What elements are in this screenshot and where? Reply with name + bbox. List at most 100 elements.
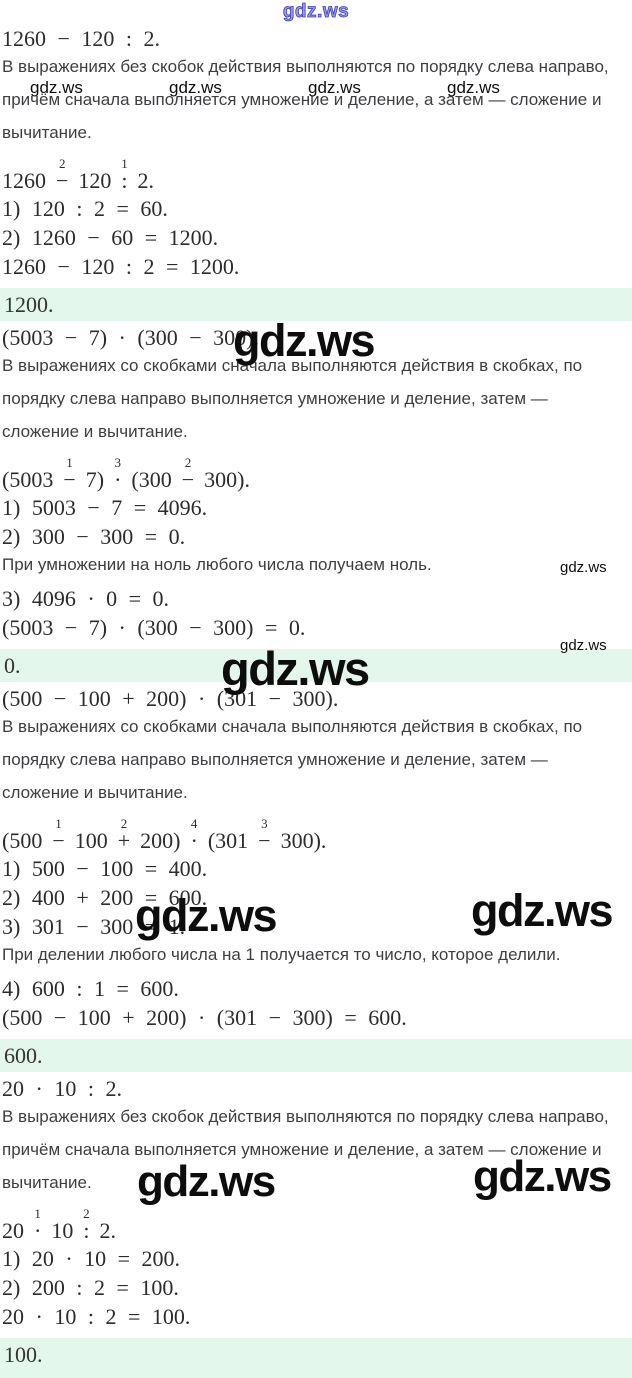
operator: + — [117, 828, 131, 853]
math-text: 3) 301 − 300 = 1. — [2, 914, 186, 939]
watermark: gdz.ws — [560, 559, 607, 576]
operation-order-number: 1 — [55, 816, 62, 831]
operator-with-order: 2− — [56, 157, 69, 193]
answer-row: 100. — [0, 1338, 632, 1378]
operator-with-order: 2− — [181, 456, 195, 492]
math-line: (5003 − 7) · (300 − 300). gdz.ws — [2, 318, 632, 363]
operation-order-number: 2 — [83, 1206, 90, 1221]
answer-row: 0. gdz.ws — [0, 645, 632, 692]
math-step-line: 2) 400 + 200 = 600. — [2, 885, 208, 910]
operation-order-number: 3 — [114, 455, 121, 470]
math-text: (5003 − 7) · (300 − 300) = 0. — [2, 615, 306, 640]
operation-order-number: 3 — [261, 816, 268, 831]
answer-text: 0. — [4, 653, 21, 678]
math-line: (5003 − 7) · (300 − 300) = 0. gdz.ws — [2, 615, 632, 654]
math-line: 20 · 10 : 2 = 100. — [2, 1304, 191, 1329]
operand: (301 — [207, 828, 249, 853]
operator-with-order: 1− — [63, 456, 76, 492]
operator: : — [121, 168, 128, 193]
explanation-line: В выражениях без скобок действия выполня… — [2, 1107, 609, 1126]
math-step-line: 1) 120 : 2 = 60. — [2, 196, 168, 221]
watermark: gdz.ws — [221, 642, 370, 695]
operator: · — [34, 1218, 42, 1243]
operation-order-number: 2 — [58, 156, 66, 171]
operator-with-order: 3 · — [114, 456, 122, 492]
operator: − — [63, 467, 76, 492]
operand: 120 — [78, 168, 112, 193]
math-line: (500 − 100 + 200) · (301 − 300). — [2, 686, 339, 711]
operand: (5003 — [2, 467, 54, 492]
operator: : — [83, 1218, 90, 1243]
operand: 200) — [140, 828, 181, 853]
operator-with-order: 2 + — [117, 817, 131, 853]
operation-order-number: 2 — [184, 455, 192, 470]
math-step-line: 2) 300 − 300 = 0. — [2, 524, 186, 549]
operation-order-number: 1 — [121, 156, 128, 171]
annotated-expression-line: (5003 1−7) 3 · (300 2−300). — [2, 455, 632, 491]
math-line: 1260 − 120 : 2 = 1200. — [2, 254, 240, 279]
operation-order-number: 1 — [34, 1206, 41, 1221]
math-line: 1260 − 120 : 2. — [2, 26, 161, 51]
math-line: (500 − 100 + 200) · (301 − 300) = 600. — [2, 1005, 407, 1030]
annotated-expression-line: 20 1 · 10 2:2. — [2, 1206, 632, 1242]
operator-with-order: 1 · — [34, 1207, 42, 1243]
operand: 20 — [2, 1218, 24, 1243]
math-step-line: 2) 1260 − 60 = 1200. — [2, 225, 219, 250]
operation-order-number: 2 — [120, 816, 128, 831]
operator-with-order: 4 · — [190, 817, 198, 853]
math-step-line: 1) 5003 − 7 = 4096. — [2, 495, 208, 520]
math-step-line: 4) 600 : 1 = 600. — [2, 976, 179, 1001]
operand: 2. — [137, 168, 155, 193]
operator: − — [258, 828, 271, 853]
answer-row: 600. — [0, 1039, 632, 1072]
operator: − — [181, 467, 195, 492]
math-line: 20 · 10 : 2. — [2, 1076, 122, 1101]
operand: 2. — [99, 1218, 116, 1243]
watermark-top: gdz.ws — [282, 1, 350, 22]
operation-order-number: 1 — [66, 455, 73, 470]
operator: − — [52, 828, 65, 853]
answer-row: 1200. — [0, 288, 632, 321]
operand: 300). — [280, 828, 327, 853]
explanation-line: порядку слева направо выполняется умноже… — [2, 750, 548, 769]
operator-with-order: 1: — [121, 157, 128, 193]
explanation-line: причём сначала выполняется умножение и д… — [2, 1140, 602, 1159]
operator-with-order: 3− — [258, 817, 271, 853]
math-text: (5003 − 7) · (300 − 300). — [2, 325, 259, 350]
explanation-text: При умножении на ноль любого числа получ… — [2, 555, 432, 574]
explanation-line: При делении любого числа на 1 получается… — [2, 945, 561, 964]
operator: · — [190, 828, 198, 853]
operand: (300 — [131, 467, 172, 492]
explanation-line: сложение и вычитание. — [2, 783, 188, 802]
operand: 1260 — [2, 168, 46, 193]
explanation-line: В выражениях со скобками сначала выполня… — [2, 717, 583, 736]
operator: − — [56, 168, 69, 193]
operator-with-order: 2: — [83, 1207, 90, 1243]
explanation-line: сложение и вычитание. — [2, 422, 188, 441]
operator-with-order: 1− — [52, 817, 65, 853]
operation-order-number: 4 — [190, 816, 198, 831]
annotated-expression-line: (500 1−100 2 +200) 4 · (301 3−300). — [2, 816, 632, 852]
operand: 300). — [204, 467, 250, 492]
explanation-line: В выражениях со скобками сначала выполня… — [2, 356, 583, 375]
operand: 7) — [85, 467, 105, 492]
operand: (500 — [2, 828, 43, 853]
explanation-line: порядку слева направо выполняется умноже… — [2, 389, 548, 408]
math-step-line: 2) 200 : 2 = 100. — [2, 1275, 179, 1300]
annotated-expression-line: 1260 2−120 1:2. — [2, 156, 632, 192]
explanation-line: причём сначала выполняется умножение и д… — [2, 90, 602, 109]
watermark: gdz.ws — [137, 1157, 276, 1206]
watermark: gdz.ws — [473, 1152, 612, 1201]
explanation-line: вычитание. — [2, 123, 92, 142]
math-step-line: 3) 4096 · 0 = 0. — [2, 586, 170, 611]
operand: 10 — [51, 1218, 74, 1243]
math-step-line: 3) 301 − 300 = 1. gdz.ws gdz.ws — [2, 888, 632, 939]
explanation-line: В выражениях без скобок действия выполня… — [2, 57, 632, 96]
operand: 100 — [74, 828, 108, 853]
explanation-line: вычитание. gdz.ws gdz.ws — [2, 1155, 632, 1204]
explanation-line: При умножении на ноль любого числа получ… — [2, 555, 632, 575]
explanation-text: В выражениях без скобок действия выполня… — [2, 57, 609, 76]
math-step-line: 1) 500 − 100 = 400. — [2, 856, 208, 881]
operator: · — [114, 467, 122, 492]
